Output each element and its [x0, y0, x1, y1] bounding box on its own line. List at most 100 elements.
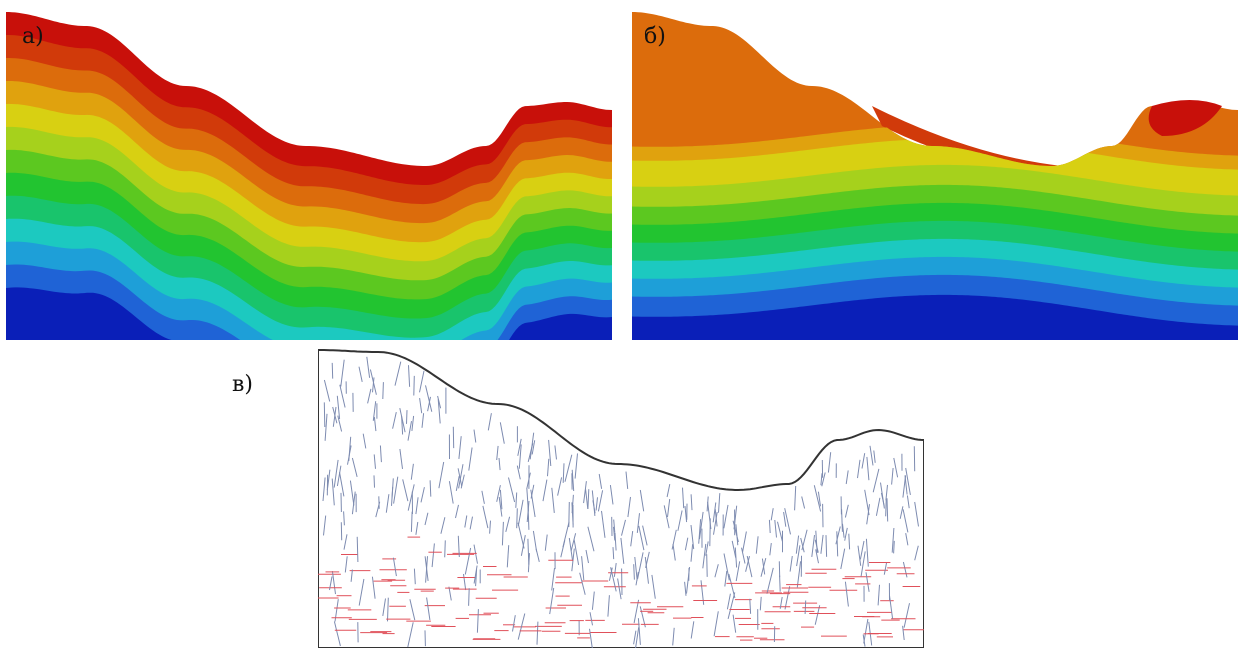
- stress-tick: [419, 398, 423, 414]
- panel-label-a: а): [22, 24, 44, 49]
- stress-tick: [633, 599, 640, 624]
- stress-tick: [468, 588, 470, 606]
- stress-tick: [415, 497, 419, 515]
- stress-tick: [905, 533, 909, 546]
- stress-tick: [690, 525, 695, 550]
- stress-tick: [458, 436, 462, 459]
- stress-tick: [369, 369, 377, 395]
- stress-tick: [630, 531, 634, 547]
- stress-tick: [794, 485, 797, 511]
- stress-tick: [684, 505, 688, 523]
- stress-tick: [607, 595, 610, 617]
- stress-tick: [515, 492, 518, 508]
- stress-tick: [392, 557, 397, 577]
- contour-band: [872, 106, 1062, 176]
- stress-tick: [869, 445, 874, 466]
- stress-tick: [777, 521, 783, 542]
- stress-tick: [820, 473, 823, 486]
- stress-tick: [706, 496, 709, 512]
- stress-tick: [612, 547, 615, 560]
- stress-tick: [498, 496, 503, 517]
- stress-tick: [713, 611, 719, 637]
- stress-tick: [437, 395, 442, 409]
- stress-tick: [463, 573, 467, 591]
- stress-tick: [499, 422, 505, 444]
- stress-tick: [723, 504, 729, 529]
- stress-tick: [551, 487, 555, 513]
- contour-plot-b: [632, 12, 1238, 340]
- stress-tick: [727, 592, 736, 620]
- stress-tick: [865, 572, 870, 592]
- stress-tick: [613, 519, 616, 533]
- stress-tick: [686, 567, 691, 594]
- stress-tick: [331, 571, 336, 595]
- stress-tick: [425, 385, 433, 412]
- stress-tick: [774, 519, 777, 538]
- stress-tick: [322, 477, 326, 502]
- stress-tick: [755, 536, 759, 554]
- stress-tick: [903, 603, 910, 628]
- stress-tick: [542, 479, 548, 502]
- stress-tick: [455, 476, 460, 491]
- stress-tick: [475, 569, 478, 587]
- stress-tick: [429, 480, 432, 497]
- stress-tick: [638, 525, 645, 551]
- stress-tick: [899, 506, 904, 519]
- stress-tick: [707, 501, 712, 530]
- vector-panel-c: [318, 344, 924, 648]
- contour-plot-a: [6, 12, 612, 340]
- contour-panel-a: [6, 6, 612, 340]
- stress-tick: [387, 597, 389, 622]
- stress-tick: [672, 544, 676, 561]
- stress-tick: [585, 549, 589, 564]
- stress-tick: [350, 569, 353, 582]
- stress-tick: [426, 597, 431, 620]
- stress-tick: [373, 417, 377, 432]
- stress-tick: [902, 625, 905, 641]
- stress-tick: [844, 527, 848, 541]
- stress-tick: [476, 609, 479, 633]
- stress-tick: [371, 576, 376, 599]
- stress-tick: [731, 540, 737, 558]
- stress-tick: [549, 587, 555, 615]
- stress-tick: [410, 511, 413, 532]
- stress-tick: [902, 561, 908, 578]
- stress-tick: [401, 416, 404, 435]
- stress-tick: [372, 401, 377, 421]
- stress-tick: [844, 581, 849, 607]
- stress-tick: [672, 627, 675, 646]
- stress-tick: [517, 499, 524, 526]
- stress-tick: [627, 496, 631, 518]
- stress-tick: [742, 531, 747, 553]
- stress-tick: [770, 508, 774, 521]
- stress-tick: [343, 511, 345, 526]
- stress-tick: [633, 630, 637, 645]
- stress-tick: [861, 453, 866, 469]
- stress-tick: [642, 525, 648, 546]
- stress-tick: [699, 511, 704, 540]
- stress-tick: [473, 429, 477, 443]
- stress-tick: [598, 473, 603, 489]
- stress-tick: [526, 500, 530, 523]
- stress-tick: [587, 489, 590, 510]
- stress-tick: [825, 535, 828, 557]
- stress-tick: [845, 470, 849, 485]
- stress-tick: [789, 556, 793, 572]
- stress-tick: [634, 556, 638, 581]
- stress-tick: [904, 475, 908, 495]
- stress-tick: [795, 535, 800, 554]
- stress-tick: [864, 489, 870, 516]
- stress-tick: [337, 415, 343, 432]
- stress-tick: [893, 540, 895, 554]
- stress-tick: [741, 547, 746, 564]
- stress-tick: [677, 510, 683, 531]
- stress-tick: [358, 366, 363, 383]
- stress-tick: [501, 521, 504, 546]
- stress-tick: [585, 489, 589, 509]
- stress-tick: [499, 489, 503, 510]
- stress-tick: [768, 519, 771, 534]
- stress-tick: [875, 497, 881, 516]
- stress-tick: [873, 450, 876, 463]
- stress-tick: [407, 622, 414, 648]
- stress-tick: [415, 521, 419, 535]
